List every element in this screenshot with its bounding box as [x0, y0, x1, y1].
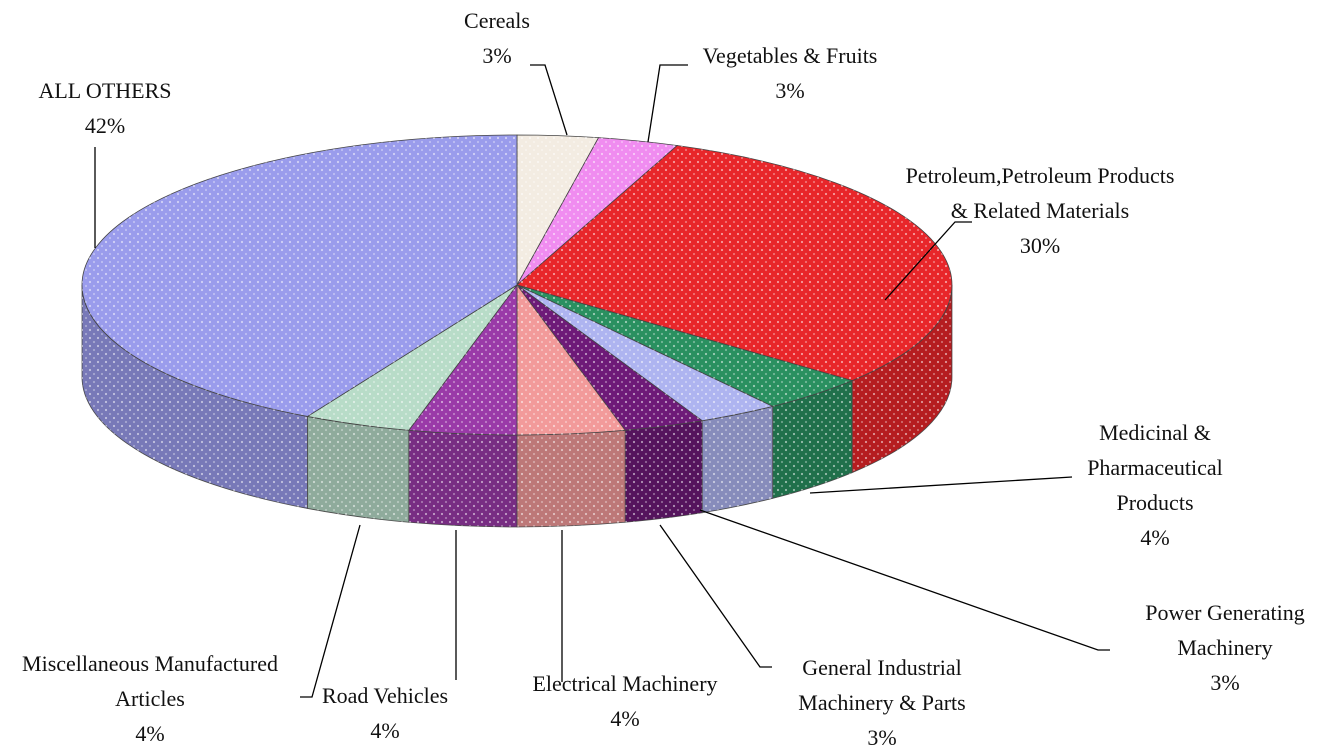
percent-label: 4%: [1140, 525, 1170, 550]
slice-side-texture: [852, 285, 952, 473]
category-name: Miscellaneous Manufactured Articles: [22, 651, 278, 711]
category-name: ALL OTHERS: [38, 78, 172, 103]
leader-line: [659, 524, 772, 668]
slice-texture: [81, 135, 518, 417]
slice-label: Vegetables & Fruits 3%: [650, 38, 930, 108]
percent-label: 4%: [610, 706, 640, 731]
slice-label: General Industrial Machinery & Parts 3%: [752, 650, 1012, 749]
slice-texture: [517, 145, 953, 381]
slice-texture: [517, 285, 853, 407]
slice-label: Power Generating Machinery 3%: [1105, 595, 1341, 700]
category-name: Power Generating Machinery: [1145, 600, 1305, 660]
slice-label: Medicinal & Pharmaceutical Products 4%: [1055, 415, 1255, 555]
category-name: Electrical Machinery: [532, 671, 718, 696]
leader-line: [647, 64, 688, 143]
slice-label: Cereals 3%: [417, 3, 577, 73]
slice-texture: [517, 285, 626, 435]
slice-label: Petroleum,Petroleum Products & Related M…: [900, 158, 1180, 263]
percent-label: 42%: [84, 113, 126, 138]
slice-side-texture: [625, 420, 703, 523]
slice-texture: [307, 285, 517, 431]
percent-label: 3%: [867, 725, 897, 749]
leader-line: [884, 221, 972, 301]
category-name: Cereals: [464, 8, 530, 33]
leader-line: [300, 524, 361, 698]
category-name: Petroleum,Petroleum Products & Related M…: [905, 163, 1175, 223]
leader-line: [809, 476, 1073, 494]
slice-texture: [408, 285, 517, 435]
percent-label: 3%: [482, 43, 512, 68]
slice-side-texture: [82, 285, 308, 509]
slice-label: Road Vehicles 4%: [295, 678, 475, 748]
slice-side-texture: [307, 416, 409, 523]
slice-texture: [517, 137, 678, 285]
slice-label: Miscellaneous Manufactured Articles 4%: [0, 646, 300, 749]
percent-label: 4%: [135, 721, 165, 746]
percent-label: 3%: [1210, 670, 1240, 695]
category-name: Road Vehicles: [321, 683, 449, 708]
percent-label: 3%: [775, 78, 805, 103]
category-name: Medicinal & Pharmaceutical Products: [1087, 420, 1223, 515]
slice-texture: [517, 285, 703, 431]
slice-texture: [517, 285, 773, 421]
slice-side-texture: [408, 430, 517, 527]
leader-line: [699, 509, 1110, 651]
category-name: Vegetables & Fruits: [702, 43, 878, 68]
category-name: General Industrial Machinery & Parts: [798, 655, 966, 715]
percent-label: 4%: [370, 718, 400, 743]
leader-line: [530, 64, 568, 136]
slice-side-texture: [702, 406, 773, 513]
slice-side-texture: [772, 380, 853, 499]
percent-label: 30%: [1019, 233, 1061, 258]
slice-label: Electrical Machinery 4%: [495, 666, 755, 736]
slice-label: ALL OTHERS 42%: [5, 73, 205, 143]
slice-side-texture: [517, 430, 626, 527]
